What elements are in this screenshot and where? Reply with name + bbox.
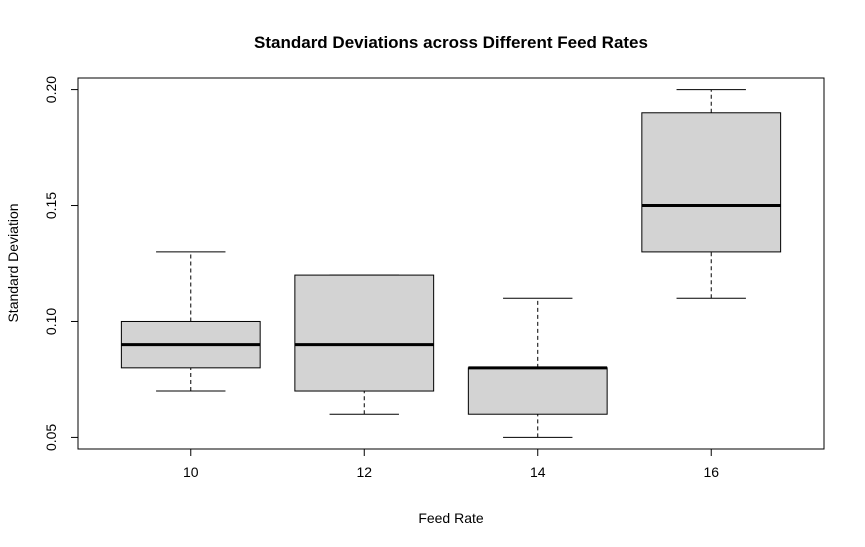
iqr-box bbox=[294, 274, 435, 392]
box-group-16 bbox=[641, 89, 782, 299]
x-tick-label: 16 bbox=[703, 464, 719, 480]
y-tick-label: 0.15 bbox=[43, 192, 59, 219]
x-tick-label: 12 bbox=[356, 464, 372, 480]
x-tick-label: 10 bbox=[183, 464, 199, 480]
y-axis-label: Standard Deviation bbox=[5, 203, 21, 322]
y-tick-label: 0.05 bbox=[43, 424, 59, 451]
box-group-10 bbox=[120, 251, 261, 392]
iqr-box bbox=[467, 367, 608, 415]
y-tick-label: 0.20 bbox=[43, 76, 59, 103]
iqr-box bbox=[641, 112, 782, 253]
x-axis: 10 12 14 16 bbox=[183, 449, 719, 480]
y-tick-label: 0.10 bbox=[43, 308, 59, 335]
x-axis-label: Feed Rate bbox=[418, 510, 484, 526]
plot-frame bbox=[77, 77, 825, 450]
box-group-12 bbox=[294, 274, 435, 415]
box-group-14 bbox=[467, 297, 608, 438]
y-axis: 0.05 0.10 0.15 0.20 bbox=[43, 76, 78, 451]
x-tick-label: 14 bbox=[530, 464, 546, 480]
chart-title: Standard Deviations across Different Fee… bbox=[254, 33, 648, 52]
plot-area bbox=[120, 89, 782, 438]
